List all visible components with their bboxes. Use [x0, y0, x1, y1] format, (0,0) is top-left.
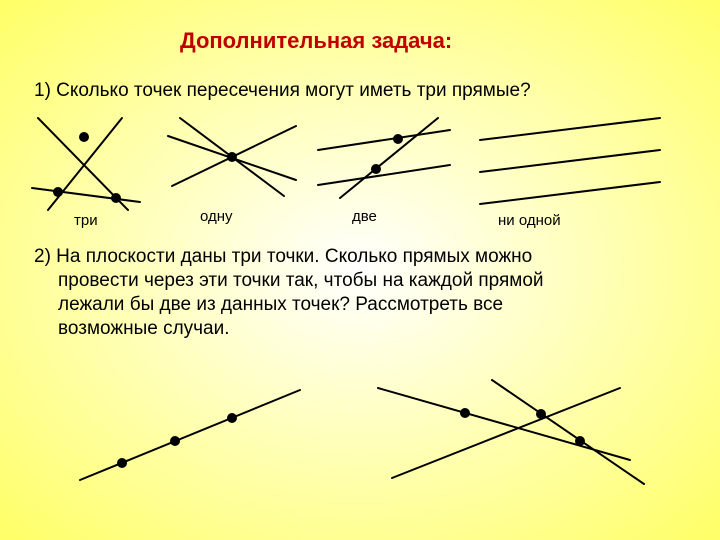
diagram-point	[170, 436, 180, 446]
diagram-point	[227, 152, 237, 162]
label-niodnoy: ни одной	[498, 212, 561, 229]
diagram-point	[227, 413, 237, 423]
diagram-line	[318, 165, 450, 185]
page-title: Дополнительная задача:	[180, 28, 452, 54]
diagram-point	[111, 193, 121, 203]
diagram-line	[480, 118, 660, 140]
diagram-point	[460, 408, 470, 418]
diagram-point	[371, 164, 381, 174]
diagram-line	[318, 130, 450, 150]
diagram-point	[79, 132, 89, 142]
slide: Дополнительная задача: 1) Сколько точек …	[0, 0, 720, 540]
diagram-point	[575, 436, 585, 446]
diagram-point	[117, 458, 127, 468]
question-2-line: 2) На плоскости даны три точки. Сколько …	[34, 246, 532, 268]
diagram-point	[53, 187, 63, 197]
diagram-line	[32, 188, 140, 202]
question-2-line: возможные случаи.	[58, 318, 230, 340]
label-tri: три	[74, 212, 98, 229]
diagram-line	[492, 380, 644, 484]
diagram-line	[480, 182, 660, 204]
question-2-line: провести через эти точки так, чтобы на к…	[58, 270, 544, 292]
diagram-point	[536, 409, 546, 419]
question-1: 1) Сколько точек пересечения могут иметь…	[34, 80, 531, 102]
diagram-line	[480, 150, 660, 172]
diagram-point	[393, 134, 403, 144]
diagram-line	[80, 390, 300, 480]
label-dve: две	[352, 208, 377, 225]
label-odnu: одну	[200, 208, 233, 225]
diagram-line	[340, 118, 438, 198]
question-2-line: лежали бы две из данных точек? Рассмотре…	[58, 294, 503, 316]
